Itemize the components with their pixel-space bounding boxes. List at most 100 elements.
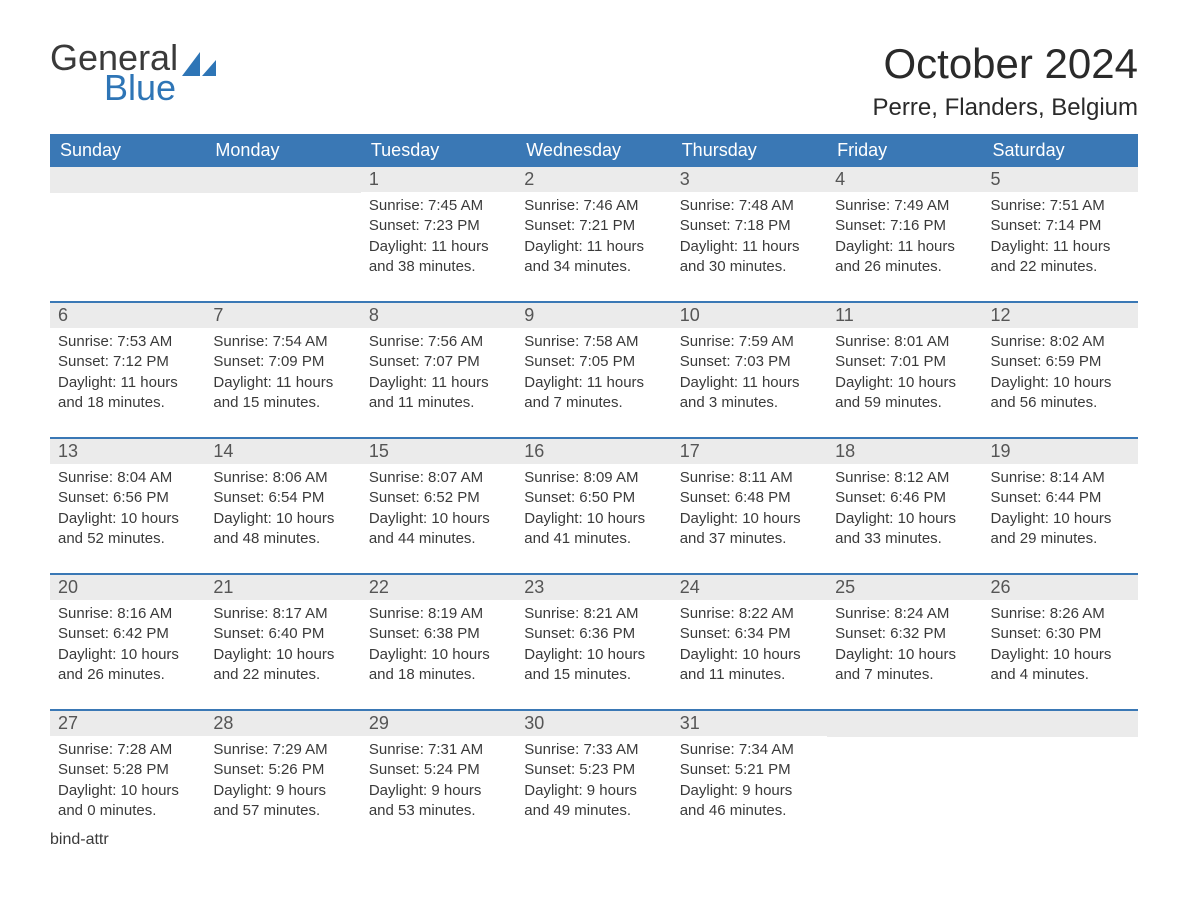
day-cell: 11Sunrise: 8:01 AMSunset: 7:01 PMDayligh… — [827, 303, 982, 423]
daylight-text: Daylight: 10 hours and 11 minutes. — [680, 645, 819, 686]
dow-cell: Wednesday — [516, 134, 671, 167]
day-cell: 20Sunrise: 8:16 AMSunset: 6:42 PMDayligh… — [50, 575, 205, 695]
sunset-text: Sunset: 7:01 PM — [835, 352, 974, 372]
logo: General Blue — [50, 40, 216, 106]
sunset-text: Sunset: 7:18 PM — [680, 216, 819, 236]
sunset-text: Sunset: 6:56 PM — [58, 488, 197, 508]
sunrise-text: Sunrise: 7:46 AM — [524, 196, 663, 216]
sunset-text: Sunset: 6:32 PM — [835, 624, 974, 644]
day-body: Sunrise: 8:01 AMSunset: 7:01 PMDaylight:… — [827, 328, 982, 419]
day-body: Sunrise: 8:17 AMSunset: 6:40 PMDaylight:… — [205, 600, 360, 691]
day-cell — [50, 167, 205, 287]
day-number: 31 — [672, 711, 827, 736]
empty-day-header — [983, 711, 1138, 737]
daylight-text: Daylight: 11 hours and 3 minutes. — [680, 373, 819, 414]
daylight-text: Daylight: 10 hours and 41 minutes. — [524, 509, 663, 550]
day-number: 15 — [361, 439, 516, 464]
sunset-text: Sunset: 6:40 PM — [213, 624, 352, 644]
sunset-text: Sunset: 6:50 PM — [524, 488, 663, 508]
day-cell: 26Sunrise: 8:26 AMSunset: 6:30 PMDayligh… — [983, 575, 1138, 695]
daylight-text: Daylight: 11 hours and 15 minutes. — [213, 373, 352, 414]
day-number: 18 — [827, 439, 982, 464]
day-number: 23 — [516, 575, 671, 600]
sunset-text: Sunset: 6:44 PM — [991, 488, 1130, 508]
sunset-text: Sunset: 7:09 PM — [213, 352, 352, 372]
sunrise-text: Sunrise: 7:31 AM — [369, 740, 508, 760]
title-block: October 2024 Perre, Flanders, Belgium — [873, 40, 1138, 122]
daylight-text: Daylight: 10 hours and 26 minutes. — [58, 645, 197, 686]
day-cell: 30Sunrise: 7:33 AMSunset: 5:23 PMDayligh… — [516, 711, 671, 831]
day-body: Sunrise: 8:16 AMSunset: 6:42 PMDaylight:… — [50, 600, 205, 691]
day-number: 16 — [516, 439, 671, 464]
daylight-text: Daylight: 9 hours and 53 minutes. — [369, 781, 508, 822]
sunrise-text: Sunrise: 7:48 AM — [680, 196, 819, 216]
day-number: 11 — [827, 303, 982, 328]
sunset-text: Sunset: 6:54 PM — [213, 488, 352, 508]
day-number: 3 — [672, 167, 827, 192]
daylight-text: Daylight: 10 hours and 48 minutes. — [213, 509, 352, 550]
day-number: 2 — [516, 167, 671, 192]
day-number: 10 — [672, 303, 827, 328]
dow-cell: Saturday — [983, 134, 1138, 167]
day-cell: 23Sunrise: 8:21 AMSunset: 6:36 PMDayligh… — [516, 575, 671, 695]
day-cell: 21Sunrise: 8:17 AMSunset: 6:40 PMDayligh… — [205, 575, 360, 695]
sunset-text: Sunset: 5:23 PM — [524, 760, 663, 780]
daylight-text: Daylight: 10 hours and 29 minutes. — [991, 509, 1130, 550]
daylight-text: Daylight: 10 hours and 4 minutes. — [991, 645, 1130, 686]
sunrise-text: Sunrise: 8:12 AM — [835, 468, 974, 488]
daylight-text: Daylight: 10 hours and 7 minutes. — [835, 645, 974, 686]
day-body: Sunrise: 8:21 AMSunset: 6:36 PMDaylight:… — [516, 600, 671, 691]
sunset-text: Sunset: 5:28 PM — [58, 760, 197, 780]
day-number: 14 — [205, 439, 360, 464]
page-title: October 2024 — [873, 40, 1138, 88]
days-of-week-header: SundayMondayTuesdayWednesdayThursdayFrid… — [50, 134, 1138, 167]
day-body: Sunrise: 8:22 AMSunset: 6:34 PMDaylight:… — [672, 600, 827, 691]
day-body: Sunrise: 7:56 AMSunset: 7:07 PMDaylight:… — [361, 328, 516, 419]
day-cell — [205, 167, 360, 287]
header: General Blue October 2024 Perre, Flander… — [50, 40, 1138, 122]
location-subtitle: Perre, Flanders, Belgium — [873, 94, 1138, 122]
day-number: 7 — [205, 303, 360, 328]
sunset-text: Sunset: 7:12 PM — [58, 352, 197, 372]
day-number: 8 — [361, 303, 516, 328]
day-cell: 19Sunrise: 8:14 AMSunset: 6:44 PMDayligh… — [983, 439, 1138, 559]
daylight-text: Daylight: 9 hours and 57 minutes. — [213, 781, 352, 822]
sunrise-text: Sunrise: 7:49 AM — [835, 196, 974, 216]
sunset-text: Sunset: 6:59 PM — [991, 352, 1130, 372]
day-number: 20 — [50, 575, 205, 600]
sunset-text: Sunset: 6:36 PM — [524, 624, 663, 644]
day-body: Sunrise: 8:26 AMSunset: 6:30 PMDaylight:… — [983, 600, 1138, 691]
sunrise-text: Sunrise: 7:33 AM — [524, 740, 663, 760]
day-body: Sunrise: 8:02 AMSunset: 6:59 PMDaylight:… — [983, 328, 1138, 419]
sunset-text: Sunset: 7:21 PM — [524, 216, 663, 236]
sunset-text: Sunset: 5:21 PM — [680, 760, 819, 780]
sunset-text: Sunset: 7:14 PM — [991, 216, 1130, 236]
sunrise-text: Sunrise: 8:04 AM — [58, 468, 197, 488]
day-number: 24 — [672, 575, 827, 600]
sunrise-text: Sunrise: 8:19 AM — [369, 604, 508, 624]
sunrise-text: Sunrise: 8:02 AM — [991, 332, 1130, 352]
sunrise-text: Sunrise: 8:24 AM — [835, 604, 974, 624]
day-body: Sunrise: 8:07 AMSunset: 6:52 PMDaylight:… — [361, 464, 516, 555]
daylight-text: Daylight: 10 hours and 37 minutes. — [680, 509, 819, 550]
sunrise-text: Sunrise: 8:09 AM — [524, 468, 663, 488]
day-body: Sunrise: 7:49 AMSunset: 7:16 PMDaylight:… — [827, 192, 982, 283]
sunrise-text: Sunrise: 8:11 AM — [680, 468, 819, 488]
day-body: Sunrise: 8:19 AMSunset: 6:38 PMDaylight:… — [361, 600, 516, 691]
day-body: Sunrise: 7:31 AMSunset: 5:24 PMDaylight:… — [361, 736, 516, 827]
sunrise-text: Sunrise: 7:51 AM — [991, 196, 1130, 216]
sunset-text: Sunset: 5:24 PM — [369, 760, 508, 780]
sunrise-text: Sunrise: 8:06 AM — [213, 468, 352, 488]
daylight-text: Daylight: 11 hours and 26 minutes. — [835, 237, 974, 278]
day-number: 25 — [827, 575, 982, 600]
day-body: Sunrise: 7:46 AMSunset: 7:21 PMDaylight:… — [516, 192, 671, 283]
sunset-text: Sunset: 7:23 PM — [369, 216, 508, 236]
daylight-text: Daylight: 10 hours and 56 minutes. — [991, 373, 1130, 414]
sunrise-text: Sunrise: 8:22 AM — [680, 604, 819, 624]
day-cell: 5Sunrise: 7:51 AMSunset: 7:14 PMDaylight… — [983, 167, 1138, 287]
day-body: Sunrise: 7:59 AMSunset: 7:03 PMDaylight:… — [672, 328, 827, 419]
day-body: Sunrise: 7:34 AMSunset: 5:21 PMDaylight:… — [672, 736, 827, 827]
day-cell: 29Sunrise: 7:31 AMSunset: 5:24 PMDayligh… — [361, 711, 516, 831]
day-cell: 6Sunrise: 7:53 AMSunset: 7:12 PMDaylight… — [50, 303, 205, 423]
day-body: Sunrise: 8:04 AMSunset: 6:56 PMDaylight:… — [50, 464, 205, 555]
